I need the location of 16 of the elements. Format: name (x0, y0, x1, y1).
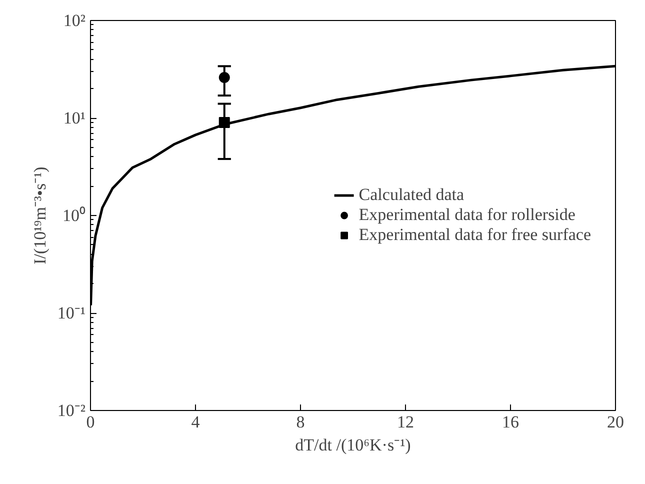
x-tick-label: 16 (502, 412, 519, 432)
x-tick-label: 20 (607, 412, 624, 432)
legend-label: Experimental data for free surface (358, 225, 591, 245)
x-axis-title: dT/dt /(10⁶K·s⁻¹) (295, 436, 411, 454)
x-tick-label: 8 (296, 412, 305, 432)
y-axis-title: I/(10¹⁹m⁻³•s⁻¹) (30, 166, 50, 264)
y-tick-label: 10⁻¹ (57, 304, 86, 322)
y-tick-label: 10⁻² (57, 401, 86, 420)
y-tick-label: 10² (63, 11, 86, 30)
x-tick-label: 12 (397, 412, 414, 432)
y-tick-label: 10¹ (63, 108, 86, 128)
x-tick-label: 4 (191, 412, 200, 432)
legend-label: Experimental data for rollerside (358, 205, 576, 225)
legend-label: Calculated data (358, 185, 464, 205)
y-tick-label: 10⁰ (62, 206, 86, 225)
x-tick-label: 0 (86, 412, 95, 432)
